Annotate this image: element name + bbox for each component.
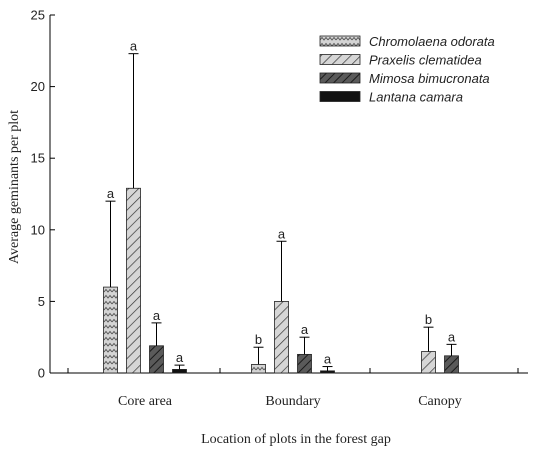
y-axis-title: Average geminants per plot (7, 110, 22, 264)
x-tick-label: Core area (118, 394, 173, 409)
legend-label: Chromolaena odorata (369, 34, 495, 49)
bar (251, 364, 266, 374)
legend-swatch (319, 35, 361, 47)
significance-label: a (324, 352, 332, 367)
legend-swatch (319, 54, 361, 65)
y-axis: 0 5 10 15 20 25 (31, 8, 55, 381)
significance-label: a (301, 322, 309, 337)
bars (103, 187, 459, 374)
bar (421, 351, 436, 374)
y-tick-label: 20 (31, 79, 45, 94)
error-bars (105, 53, 457, 371)
significance-label: b (425, 312, 432, 327)
legend-label: Lantana camara (369, 90, 463, 105)
legend-label: Mimosa bimucronata (369, 71, 490, 86)
significance-label: a (448, 329, 456, 344)
significance-label: a (153, 308, 161, 323)
significance-label: a (130, 39, 138, 54)
y-tick-label: 10 (31, 222, 45, 237)
significance-label: a (107, 186, 115, 201)
significance-label: a (176, 350, 184, 365)
legend-swatch (319, 91, 361, 102)
x-axis-title: Location of plots in the forest gap (201, 432, 391, 447)
y-tick-label: 15 (31, 151, 45, 166)
legend: Chromolaena odorata Praxelis clematidea Mi… (319, 34, 495, 105)
bar (274, 300, 289, 374)
legend-label: Praxelis clematidea (369, 53, 482, 68)
significance-label: b (255, 332, 262, 347)
x-axis: Core area Boundary Canopy (67, 368, 519, 409)
bar (149, 345, 164, 374)
bar (444, 355, 459, 374)
legend-swatch (319, 72, 361, 84)
y-tick-label: 0 (38, 366, 45, 381)
bar (103, 286, 118, 374)
bar (320, 370, 335, 374)
bar (126, 187, 141, 374)
y-tick-label: 25 (31, 8, 45, 23)
x-tick-label: Boundary (265, 394, 320, 409)
x-tick-label: Canopy (418, 394, 462, 409)
plot-area (49, 15, 528, 374)
bar (172, 369, 187, 374)
significance-label: a (278, 226, 286, 241)
bar (297, 353, 312, 374)
y-tick-label: 5 (38, 294, 45, 309)
